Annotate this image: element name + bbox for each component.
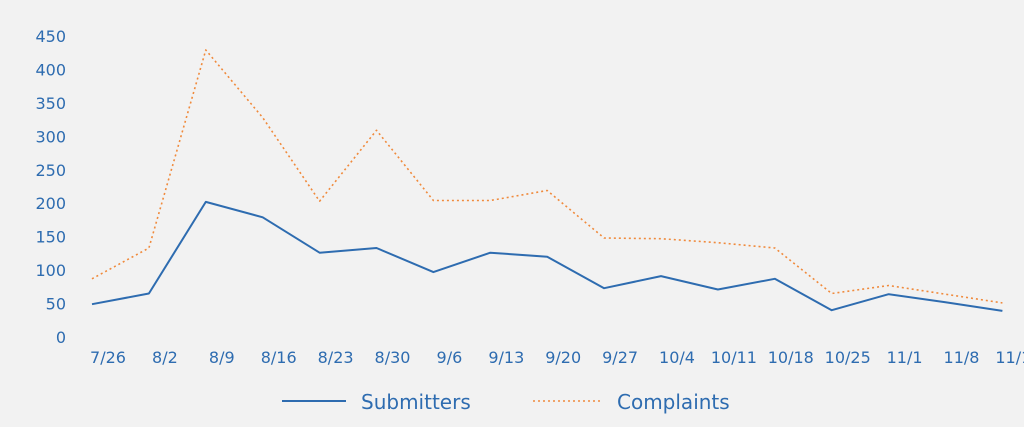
x-tick-label: 8/23 [318, 348, 354, 367]
legend-label: Complaints [617, 390, 730, 414]
legend-item-submitters[interactable]: Submitters [282, 390, 471, 414]
x-axis: 7/26 8/2 8/9 8/16 8/23 8/30 9/6 9/13 9/20 9/27 10/… [90, 348, 1024, 367]
x-tick-label: 9/13 [488, 348, 524, 367]
y-tick-label: 100 [35, 261, 66, 280]
x-tick-label: 10/25 [825, 348, 871, 367]
series-line-complaints [91, 49, 1003, 304]
x-tick-label: 8/2 [152, 348, 178, 367]
y-tick-label: 400 [35, 60, 66, 79]
y-tick-label: 50 [46, 295, 66, 314]
x-tick-label: 7/26 [90, 348, 126, 367]
y-tick-label: 150 [35, 228, 66, 247]
x-tick-label: 8/30 [375, 348, 411, 367]
x-tick-label: 10/4 [659, 348, 695, 367]
series-layer [91, 49, 1003, 312]
legend-item-complaints[interactable]: Complaints [533, 390, 730, 414]
x-tick-label: 8/16 [261, 348, 297, 367]
y-tick-label: 350 [35, 94, 66, 113]
x-tick-label: 9/20 [545, 348, 581, 367]
series-line-submitters [91, 200, 1003, 312]
x-tick-label: 8/9 [209, 348, 235, 367]
y-axis: 0 50 100 150 200 250 300 350 400 450 [35, 27, 66, 347]
x-tick-label: 11/15 [995, 348, 1024, 367]
x-tick-label: 11/8 [944, 348, 980, 367]
x-tick-label: 11/1 [887, 348, 923, 367]
y-tick-label: 300 [35, 127, 66, 146]
x-tick-label: 10/18 [768, 348, 814, 367]
y-tick-label: 450 [35, 27, 66, 46]
x-tick-label: 9/6 [437, 348, 463, 367]
x-tick-label: 9/27 [602, 348, 638, 367]
y-tick-label: 250 [35, 161, 66, 180]
y-tick-label: 0 [56, 328, 66, 347]
legend-label: Submitters [361, 390, 471, 414]
y-tick-label: 200 [35, 194, 66, 213]
x-tick-label: 10/11 [711, 348, 757, 367]
legend[interactable]: Submitters Complaints [282, 390, 730, 414]
